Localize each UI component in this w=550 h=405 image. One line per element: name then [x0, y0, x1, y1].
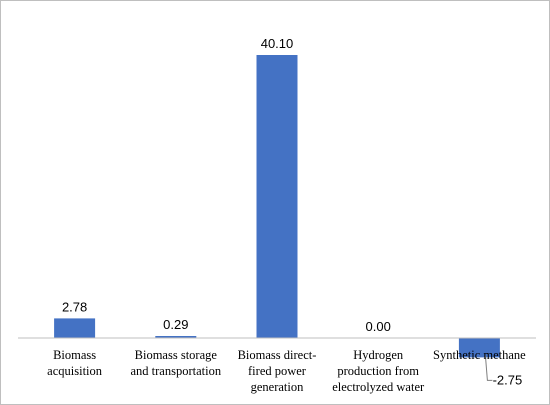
bar-1 — [155, 336, 197, 338]
data-label-0: 2.78 — [62, 299, 87, 314]
category-label-1: Biomass storage and transportation — [130, 348, 221, 378]
bar-4 — [458, 338, 500, 358]
data-label-1: 0.29 — [163, 317, 188, 332]
category-label-4: Synthetic methane — [433, 348, 526, 362]
bar-2 — [256, 55, 298, 338]
bar-0 — [54, 318, 96, 338]
category-label-3: Hydrogen production from electrolyzed wate… — [332, 348, 425, 394]
data-label-4: -2.75 — [493, 372, 523, 387]
category-label-2: Biomass direct-fired power generation — [238, 348, 317, 394]
category-label-0: Biomass acquisition — [47, 348, 103, 378]
data-label-3: 0.00 — [366, 319, 391, 334]
data-label-2: 40.10 — [261, 36, 294, 51]
leader-line-4 — [484, 355, 493, 381]
